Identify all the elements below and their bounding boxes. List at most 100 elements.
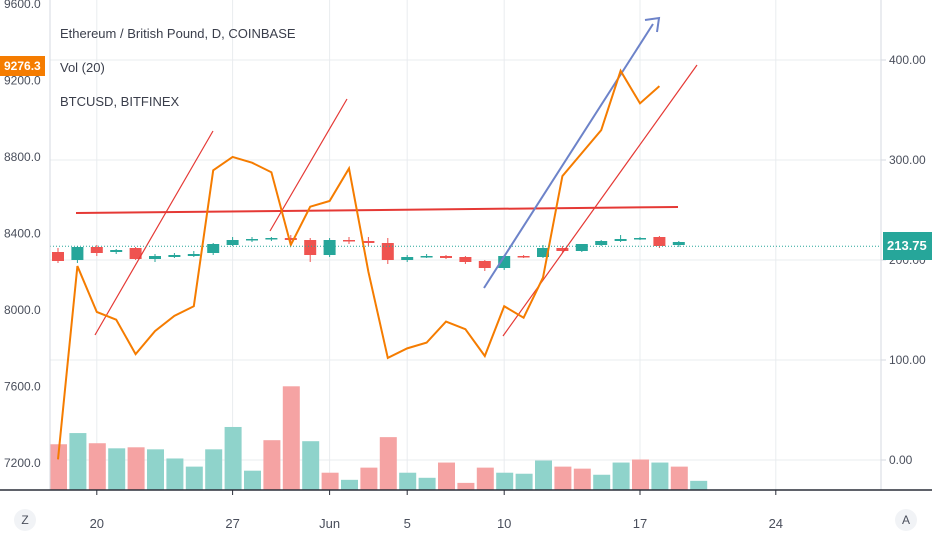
candle-body: [362, 241, 375, 243]
candle-body: [478, 261, 491, 268]
legend-volume[interactable]: Vol (20): [60, 60, 105, 75]
time-axis-label: Jun: [319, 516, 340, 531]
volume-bar: [438, 462, 455, 490]
volume-bar: [50, 444, 67, 490]
volume-bar: [476, 467, 494, 490]
right-axis-tick-label: 400.00: [889, 53, 926, 67]
candle-body: [401, 257, 414, 260]
volume-bar: [535, 460, 552, 490]
volume-bar: [573, 468, 591, 490]
volume-bar: [127, 447, 145, 490]
compare-series-line: [57, 68, 661, 460]
left-axis-tick-label: 8800.0: [4, 150, 41, 164]
volume-bar: [69, 433, 87, 490]
candle-body: [614, 239, 627, 241]
right-axis-tick-label: 300.00: [889, 153, 926, 167]
time-axis[interactable]: 20 27 Jun 5 10 17 24: [90, 490, 783, 531]
trend-line-2[interactable]: [269, 98, 348, 232]
candle-body: [110, 250, 123, 252]
volume-bar: [593, 474, 611, 490]
trend-arrow[interactable]: [483, 23, 654, 289]
candle-body: [556, 248, 569, 251]
left-axis-tick-label: 7200.0: [4, 456, 41, 470]
candlesticks: [52, 235, 685, 271]
volume-bar: [554, 466, 572, 490]
volume-bar: [399, 472, 417, 490]
candle-body: [207, 244, 220, 253]
candle-body: [381, 243, 394, 260]
candle-body: [226, 240, 239, 245]
candle-body: [129, 248, 142, 259]
volume-bar: [612, 462, 630, 490]
left-axis-tick-label: 9600.0: [4, 0, 41, 11]
volume-bar: [690, 480, 708, 490]
legend-compare-series[interactable]: BTCUSD, BITFINEX: [60, 94, 180, 109]
candle-body: [168, 255, 181, 257]
right-axis-tick-label: 0.00: [889, 453, 913, 467]
candle-body: [246, 239, 258, 241]
legend-main-series[interactable]: Ethereum / British Pound, D, COINBASE: [60, 26, 296, 41]
candle-body: [90, 247, 103, 253]
volume-bar: [282, 386, 300, 490]
candle-body: [149, 256, 161, 259]
volume-bar: [166, 458, 184, 490]
candle-body: [52, 252, 64, 261]
left-price-axis[interactable]: 9600.0 9200.0 8800.0 8400.0 8000.0 7600.0 7200…: [4, 0, 41, 470]
trend-arrow-head: [644, 16, 661, 33]
drawings-layer[interactable]: [75, 16, 698, 337]
trend-line-3[interactable]: [502, 64, 698, 337]
time-axis-label: 5: [404, 516, 411, 531]
left-axis-tick-label: 8400.0: [4, 227, 41, 241]
candle-body: [265, 238, 278, 240]
candle-body: [517, 256, 530, 258]
candle-body: [71, 247, 84, 260]
volume-bar: [263, 440, 281, 490]
volume-bar: [224, 426, 242, 490]
candle-body: [537, 248, 549, 257]
time-axis-label: 24: [769, 516, 783, 531]
volume-bar: [302, 441, 320, 490]
time-axis-label: 17: [633, 516, 647, 531]
left-axis-tick-label: 9200.0: [4, 73, 41, 87]
candle-body: [284, 238, 297, 240]
candle-body: [634, 238, 646, 240]
volume-bar: [147, 449, 164, 490]
left-scale-button[interactable]: Z: [14, 509, 36, 531]
current-price-tag-left: 9276.3: [0, 55, 45, 76]
candle-body: [343, 240, 355, 242]
candle-body: [187, 254, 200, 256]
left-axis-tick-label: 8000.0: [4, 303, 41, 317]
volume-bar: [244, 470, 261, 490]
volume-bar: [379, 437, 397, 490]
candle-body: [323, 240, 336, 255]
horizontal-resistance-line[interactable]: [75, 206, 679, 214]
volume-bar: [108, 448, 126, 490]
candle-body: [304, 240, 317, 255]
volume-bar: [205, 449, 223, 490]
candle-body: [672, 242, 685, 245]
time-axis-label: 27: [225, 516, 239, 531]
trend-line-1[interactable]: [94, 130, 214, 336]
right-scale-button[interactable]: A: [895, 509, 917, 531]
volume-bars: [50, 386, 708, 490]
volume-bar: [496, 472, 514, 490]
time-axis-label: 10: [497, 516, 511, 531]
left-axis-tick-label: 7600.0: [4, 380, 41, 394]
candle-body: [420, 256, 433, 258]
candle-body: [653, 237, 666, 246]
volume-bar: [88, 443, 106, 490]
volume-bar: [651, 462, 669, 490]
volume-bar: [418, 477, 436, 490]
volume-bar: [515, 473, 533, 490]
volume-bar: [632, 459, 649, 490]
volume-bar: [457, 482, 475, 490]
right-axis-tick-label: 100.00: [889, 353, 926, 367]
volume-bar: [185, 466, 203, 490]
candle-body: [575, 244, 588, 251]
volume-bar: [360, 467, 378, 490]
current-price-tag-right: 213.75: [883, 232, 932, 261]
volume-bar: [670, 466, 688, 490]
time-axis-label: 20: [90, 516, 104, 531]
candle-body: [595, 241, 608, 245]
